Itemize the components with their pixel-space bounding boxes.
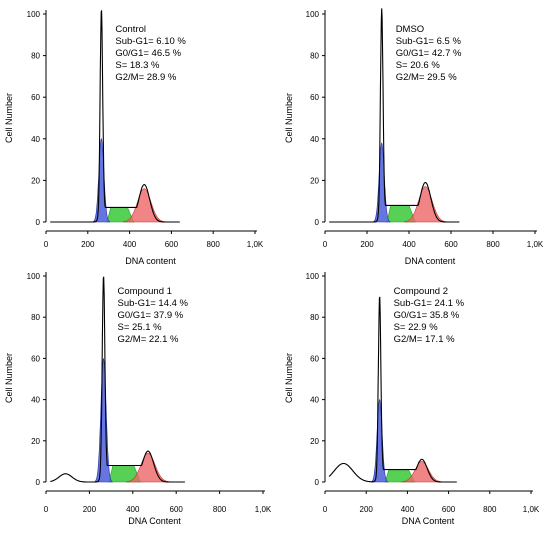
x-axis-title: DNA Content [402,516,455,526]
x-tick-label: 0 [44,505,49,514]
y-tick-label: 0 [36,218,41,227]
y-tick-label: 20 [31,176,40,185]
x-tick-label: 0 [44,240,49,249]
g0g1-phase-area [371,398,389,483]
x-tick-label: 600 [442,505,456,514]
histogram-curve [329,8,460,223]
y-axis-title: Cell Number [284,353,294,403]
x-tick-label: 400 [401,505,415,514]
y-tick-label: 20 [31,437,40,446]
x-tick-label: 800 [207,240,221,249]
x-tick-label: 400 [126,505,140,514]
phase-percentage-label: G0/G1= 46.5 % [115,48,181,59]
g0g1-phase-area [373,142,391,223]
histogram-panel-top-right: 0 20 40 60 80 100 0 200 400 600 800 1,0K DNA content… [284,8,544,266]
y-tick-label: 60 [31,354,40,363]
y-tick-label: 100 [306,10,320,19]
g0g1-phase-area [94,358,113,483]
x-tick-label: 1,0K [523,505,540,514]
phase-percentage-label: G2/M= 28.9 % [115,72,177,83]
x-tick-label: 800 [486,240,500,249]
g2m-phase-area [404,186,447,223]
y-tick-label: 60 [310,93,319,102]
x-tick-label: 200 [83,505,97,514]
x-tick-label: 600 [170,505,184,514]
y-axis-title: Cell Number [4,353,14,403]
x-axis-title: DNA content [125,256,176,266]
histogram-panel-bottom-left: 0 20 40 60 80 100 0 200 400 600 800 1,0K DNA Content… [4,272,272,526]
phase-percentage-label: G2/M= 29.5 % [396,72,458,83]
histogram-curve [328,296,457,483]
y-tick-label: 0 [315,478,320,487]
y-tick-label: 60 [31,93,40,102]
x-tick-label: 600 [165,240,179,249]
y-tick-label: 80 [31,313,40,322]
x-tick-label: 200 [81,240,95,249]
x-tick-label: 800 [213,505,227,514]
y-tick-label: 20 [310,437,319,446]
x-tick-label: 1,0K [255,505,272,514]
y-tick-label: 80 [31,52,40,61]
x-tick-label: 1,0K [247,240,264,249]
y-tick-label: 100 [27,272,41,281]
y-tick-label: 40 [31,396,40,405]
histogram-curve [50,276,185,483]
x-tick-label: 0 [323,240,328,249]
phase-percentage-label: S= 18.3 % [115,60,160,71]
x-tick-label: 400 [123,240,137,249]
g2m-phase-area [123,188,166,223]
y-tick-label: 0 [36,478,41,487]
y-tick-label: 100 [27,10,41,19]
phase-percentage-label: G2/M= 17.1 % [394,334,456,345]
phase-percentage-label: Sub-G1= 6.10 % [115,36,186,47]
y-axis-title: Cell Number [4,93,14,143]
y-tick-label: 80 [310,313,319,322]
phase-percentage-label: G0/G1= 35.8 % [394,310,460,321]
y-axis-title: Cell Number [284,93,294,143]
y-tick-label: 40 [31,135,40,144]
x-tick-label: 800 [483,505,497,514]
x-tick-label: 600 [444,240,458,249]
sample-name-label: DMSO [396,24,425,35]
phase-percentage-label: G0/G1= 42.7 % [396,48,462,59]
y-tick-label: 60 [310,354,319,363]
phase-percentage-label: S= 25.1 % [118,322,163,333]
x-tick-label: 0 [323,505,328,514]
g0g1-phase-area [92,137,110,223]
phase-percentage-label: Sub-G1= 24.1 % [394,298,465,309]
y-tick-label: 20 [310,176,319,185]
x-tick-label: 1,0K [527,240,544,249]
sample-name-label: Control [115,24,146,35]
x-tick-label: 200 [360,505,374,514]
g2m-phase-area [126,452,170,483]
phase-percentage-label: G2/M= 22.1 % [118,334,180,345]
sample-name-label: Compound 1 [118,286,172,297]
y-tick-label: 0 [315,218,320,227]
x-axis-title: DNA content [405,256,456,266]
histogram-curve [50,10,180,223]
y-tick-label: 40 [310,396,319,405]
x-axis-title: DNA Content [128,516,181,526]
histogram-panel-bottom-right: 0 20 40 60 80 100 0 200 400 600 800 1,0K DNA Content… [284,272,540,526]
phase-percentage-label: S= 20.6 % [396,60,441,71]
histogram-panel-top-left: 0 20 40 60 80 100 0 200 400 600 800 1,0K DNA content… [4,10,264,266]
g2m-phase-area [400,461,443,483]
phase-percentage-label: S= 22.9 % [394,322,439,333]
x-tick-label: 200 [360,240,374,249]
x-tick-label: 400 [402,240,416,249]
phase-percentage-label: G0/G1= 37.9 % [118,310,184,321]
y-tick-label: 80 [310,52,319,61]
y-tick-label: 40 [310,135,319,144]
y-tick-label: 100 [306,272,320,281]
sample-name-label: Compound 2 [394,286,448,297]
phase-percentage-label: Sub-G1= 14.4 % [118,298,189,309]
phase-percentage-label: Sub-G1= 6.5 % [396,36,462,47]
